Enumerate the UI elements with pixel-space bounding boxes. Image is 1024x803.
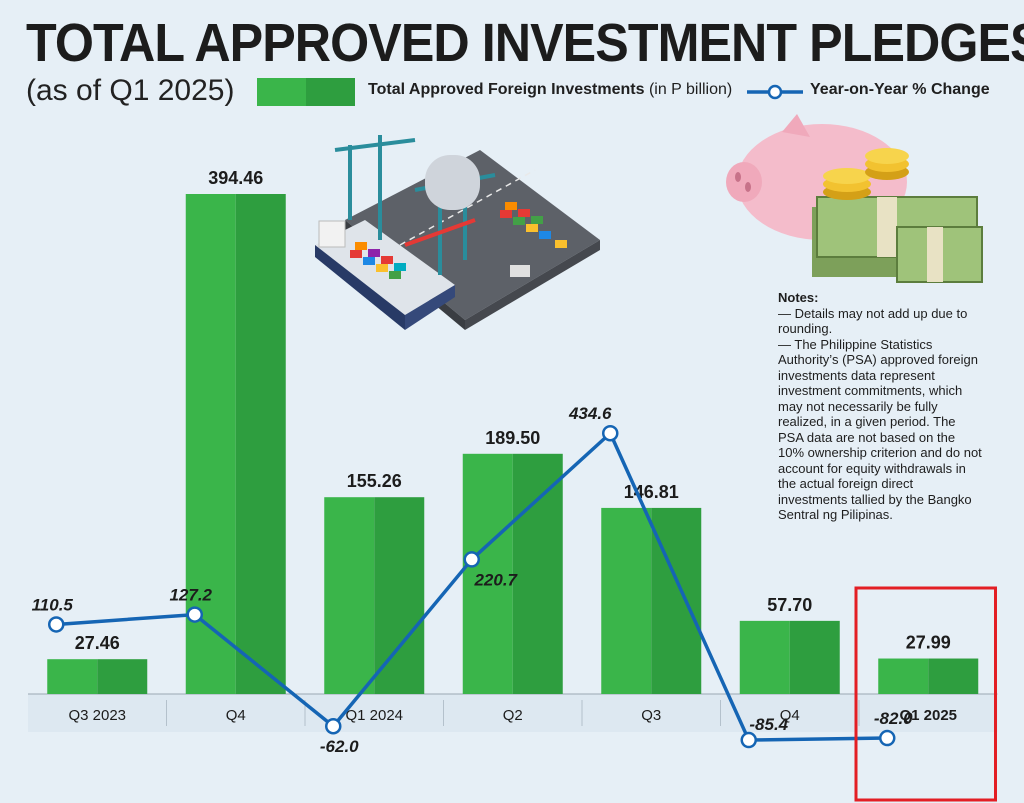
yoy-point-label: 110.5 — [32, 595, 74, 614]
highlight-box — [854, 586, 997, 802]
bar-group — [878, 658, 979, 694]
bar-value-label: 394.46 — [208, 168, 263, 188]
yoy-point — [48, 616, 65, 633]
yoy-point-label: -62.0 — [320, 737, 359, 756]
bar-right-half — [235, 194, 286, 694]
bar-right-half — [928, 658, 979, 694]
notes-block: Notes: — Details may not add up due to r… — [778, 290, 983, 523]
piggy-bank-money-icon — [726, 114, 983, 283]
notes-title: Notes: — [778, 290, 819, 305]
bar-right-half — [512, 453, 563, 694]
bar-left-half — [324, 497, 375, 694]
category-tick-label: Q1 2024 — [345, 707, 403, 724]
bar-value-label: 27.99 — [906, 633, 951, 653]
yoy-point — [186, 606, 203, 623]
yoy-point-label: 127.2 — [169, 586, 212, 605]
category-strip — [28, 694, 998, 732]
bar-left-half — [462, 453, 513, 694]
bar-right-half — [789, 620, 840, 694]
bar-right-half — [97, 659, 148, 694]
legend-bar-text: Total Approved Foreign Investments — [368, 81, 645, 98]
port-illustration-icon — [315, 135, 600, 330]
bar-group — [47, 659, 148, 694]
category-tick-label: Q1 2025 — [899, 707, 957, 724]
category-tick-label: Q3 — [641, 707, 661, 724]
category-tick-label: Q4 — [226, 707, 246, 724]
yoy-point — [879, 729, 896, 747]
bar-right-half — [651, 507, 702, 694]
yoy-point — [740, 731, 757, 749]
bar-value-label: 27.46 — [75, 633, 120, 653]
chart-subtitle: (as of Q1 2025) — [26, 74, 235, 107]
yoy-point-label: 434.6 — [568, 404, 612, 423]
legend-bar-label: Total Approved Foreign Investments (in P… — [368, 81, 732, 99]
legend-line-label: Year-on-Year % Change — [810, 81, 990, 98]
category-tick-label: Q2 — [503, 707, 523, 724]
bar-value-label: 155.26 — [347, 471, 402, 491]
bar-value-label: 189.50 — [485, 428, 540, 448]
category-tick-label: Q3 2023 — [68, 707, 126, 724]
bar-value-label: 57.70 — [767, 595, 812, 615]
yoy-point — [325, 717, 342, 735]
yoy-point-label: -82.0 — [874, 709, 913, 728]
bar-right-half — [374, 497, 425, 694]
bar-group — [324, 497, 425, 694]
bar-left-half — [47, 659, 98, 694]
legend-bar-unit: (in P billion) — [648, 81, 733, 98]
bar-group — [462, 453, 563, 694]
note-item-rounding: — Details may not add up due to rounding… — [778, 305, 968, 337]
bar-left-half — [878, 658, 929, 694]
category-tick-label: Q4 — [780, 707, 800, 724]
legend-line-swatch — [747, 84, 803, 100]
chart-title: TOTAL APPROVED INVESTMENT PLEDGES — [26, 13, 1024, 73]
yoy-point — [463, 551, 480, 568]
bar-group — [739, 620, 840, 694]
yoy-point-label: -85.4 — [749, 715, 788, 734]
bar-left-half — [739, 620, 790, 694]
legend-bar-swatch — [257, 78, 355, 106]
bar-left-half — [601, 507, 652, 694]
note-item-psa: — The Philippine Statistics Authority’s … — [778, 336, 982, 523]
yoy-point-label: 220.7 — [473, 570, 518, 589]
yoy-point — [602, 424, 619, 442]
